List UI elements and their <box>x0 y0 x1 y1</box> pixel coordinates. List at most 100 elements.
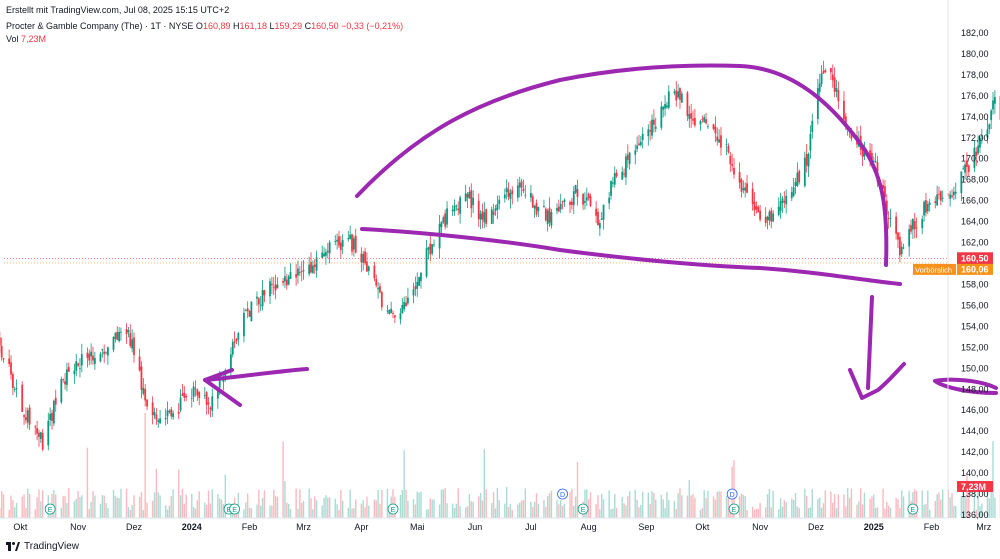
candle <box>902 243 905 250</box>
candle <box>716 127 719 146</box>
candle <box>442 215 445 224</box>
candle <box>73 363 76 384</box>
volume-bar <box>451 503 454 518</box>
volume-bar <box>155 468 158 518</box>
dividend-marker[interactable]: D <box>726 488 738 500</box>
time-tick-label: 2025 <box>864 522 884 532</box>
candle <box>966 152 968 177</box>
volume-bar <box>414 504 417 518</box>
candle <box>2 357 5 363</box>
volume-bar <box>569 491 571 518</box>
volume-bar <box>438 504 441 518</box>
earnings-marker[interactable]: E <box>577 503 589 515</box>
volume-bar <box>478 496 480 518</box>
event-label: E <box>581 507 586 514</box>
earnings-marker[interactable]: E <box>44 503 56 515</box>
time-axis[interactable]: SepOktNovDez2024FebMrzAprMaiJunJulAugSep… <box>0 517 1000 532</box>
volume-bar <box>614 494 616 518</box>
volume-bar <box>791 498 793 518</box>
volume-bar <box>116 497 118 518</box>
candle <box>231 338 234 358</box>
candle <box>561 200 564 210</box>
candle <box>731 153 734 172</box>
candle <box>341 234 344 255</box>
dividend-marker[interactable]: D <box>557 488 568 500</box>
candle <box>803 151 806 188</box>
price-axis[interactable]: 182,00 180,00 178,00 176,00 174,00 172,00 170,… <box>947 0 989 520</box>
volume-bar <box>459 506 461 518</box>
volume-bar <box>481 500 484 518</box>
volume-bar <box>587 499 590 518</box>
volume-bar <box>416 491 418 518</box>
candle <box>837 81 840 110</box>
volume-bar <box>314 496 316 518</box>
volume-bar <box>205 504 208 518</box>
candle <box>690 103 693 128</box>
volume-bar <box>651 490 653 518</box>
candle <box>209 406 212 418</box>
earnings-marker[interactable]: E <box>229 503 241 515</box>
candlesticks <box>0 60 1000 452</box>
earnings-marker[interactable]: E <box>907 503 919 515</box>
volume-bar <box>692 493 694 518</box>
volume-bar <box>457 488 459 518</box>
volume-bar <box>62 496 64 518</box>
volume-bar <box>770 507 772 518</box>
volume-bar <box>718 491 720 518</box>
volume-bar <box>103 495 105 518</box>
candle <box>300 261 303 282</box>
candle <box>47 412 50 451</box>
volume-bar <box>289 509 292 518</box>
volume-bar <box>340 489 342 518</box>
candle <box>407 287 409 306</box>
candle <box>693 108 696 128</box>
candle <box>949 190 952 207</box>
candle <box>25 407 27 424</box>
legend-line: Procter & Gamble Company (The) · 1T · NY… <box>6 21 404 31</box>
volume-bar <box>260 505 262 518</box>
candle <box>639 135 642 147</box>
volume-bar <box>729 508 731 518</box>
candle <box>503 188 506 203</box>
volume-bar <box>882 488 884 518</box>
earnings-marker[interactable]: E <box>728 503 740 515</box>
candle <box>492 203 495 224</box>
volume-bar <box>543 499 545 518</box>
volume-bar <box>494 508 497 518</box>
price-tick-label: 138,00 <box>961 489 989 499</box>
earnings-marker[interactable]: E <box>387 503 399 515</box>
candle <box>21 381 24 413</box>
candle <box>520 178 523 197</box>
volume-bar <box>612 508 614 518</box>
candle <box>764 207 767 227</box>
candle <box>651 114 653 140</box>
volume-bars <box>0 412 1000 518</box>
tradingview-logo[interactable]: TradingView <box>6 541 79 552</box>
time-tick-label: Sep <box>638 522 654 532</box>
candle <box>986 119 989 144</box>
candle <box>62 378 65 383</box>
volume-bar <box>172 489 174 518</box>
volume-bar <box>181 488 184 518</box>
volume-bar <box>655 499 657 518</box>
candle <box>843 91 845 122</box>
volume-bar <box>716 491 718 518</box>
volume-bar <box>647 492 649 518</box>
candle <box>67 362 70 373</box>
volume-bar <box>431 499 433 518</box>
volume-bar <box>942 489 944 518</box>
candle <box>120 327 122 341</box>
price-tags: 160,50 Vorbörslich 160,06 7,23M <box>913 252 993 492</box>
candle <box>816 79 819 125</box>
volume-bar <box>375 500 377 518</box>
price-tick-label: 142,00 <box>961 447 989 457</box>
volume-bar <box>377 489 379 518</box>
candle <box>992 91 994 115</box>
candle <box>334 235 337 246</box>
volume-bar <box>688 480 690 518</box>
event-label: E <box>227 507 232 514</box>
candle <box>587 192 590 201</box>
volume-bar <box>418 492 420 518</box>
candle <box>861 149 864 166</box>
